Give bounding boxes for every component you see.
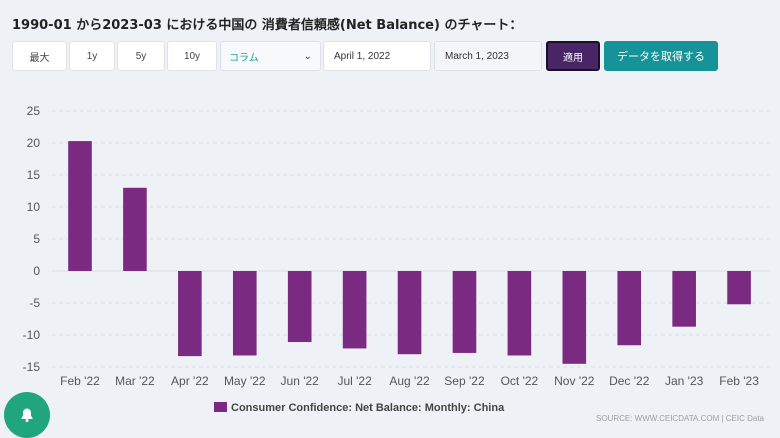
bar[interactable] xyxy=(617,271,642,346)
fetch-data-button[interactable]: データを取得する xyxy=(604,41,718,71)
y-tick-label: 25 xyxy=(27,104,41,118)
y-tick-label: 0 xyxy=(33,264,40,278)
source-credit: SOURCE: WWW.CEICDATA.COM | CEIC Data xyxy=(595,414,764,423)
x-tick-label: Mar '22 xyxy=(115,374,155,388)
notification-button[interactable] xyxy=(4,392,50,438)
x-tick-label: Apr '22 xyxy=(171,374,209,388)
x-tick-label: May '22 xyxy=(224,374,266,388)
chevron-down-icon: ⌄ xyxy=(303,50,312,62)
bar[interactable] xyxy=(562,271,587,364)
x-tick-label: Jan '23 xyxy=(665,374,704,388)
x-tick-label: Dec '22 xyxy=(609,374,650,388)
range-1y-button[interactable]: 1y xyxy=(69,41,115,71)
bar[interactable] xyxy=(342,271,367,349)
x-tick-label: Sep '22 xyxy=(444,374,485,388)
bar[interactable] xyxy=(287,271,312,343)
bar[interactable] xyxy=(178,271,202,357)
x-tick-label: Jun '22 xyxy=(281,374,320,388)
y-tick-label: -15 xyxy=(23,360,41,374)
x-tick-label: Oct '22 xyxy=(501,374,539,388)
chart-type-select[interactable]: コラム ⌄ xyxy=(220,41,321,71)
y-tick-label: 20 xyxy=(27,136,41,150)
y-tick-label: 10 xyxy=(27,200,41,214)
bell-icon xyxy=(21,408,33,423)
y-tick-label: 15 xyxy=(27,168,41,182)
y-tick-label: -10 xyxy=(23,328,41,342)
bar[interactable] xyxy=(123,187,147,271)
bar[interactable] xyxy=(68,141,92,271)
bar-chart: 25 20 15 10 5 0 -5 -10 -15 Feb '22 Mar '22 Apr '22 M… xyxy=(23,104,770,414)
y-tick-label: 5 xyxy=(33,232,40,246)
range-10y-button[interactable]: 10y xyxy=(167,41,217,71)
legend-label[interactable]: Consumer Confidence: Net Balance: Monthl… xyxy=(231,402,505,414)
x-tick-label: Feb '23 xyxy=(719,374,759,388)
end-date-input[interactable]: March 1, 2023 xyxy=(434,41,542,71)
bar[interactable] xyxy=(452,271,477,353)
legend-swatch xyxy=(214,402,227,412)
x-tick-label: Feb '22 xyxy=(60,374,100,388)
start-date-input[interactable]: April 1, 2022 xyxy=(323,41,431,71)
bar[interactable] xyxy=(727,271,751,305)
range-max-button[interactable]: 最大 xyxy=(12,41,67,71)
bar[interactable] xyxy=(507,271,532,356)
bar[interactable] xyxy=(397,271,422,355)
range-5y-button[interactable]: 5y xyxy=(117,41,165,71)
x-tick-label: Aug '22 xyxy=(389,374,430,388)
x-tick-label: Nov '22 xyxy=(554,374,595,388)
apply-button[interactable]: 適用 xyxy=(546,41,600,71)
chart-type-value: コラム xyxy=(229,52,259,64)
bar[interactable] xyxy=(232,271,257,356)
page-title: 1990-01 から2023-03 における中国の 消費者信頼感(Net Bal… xyxy=(12,18,523,33)
y-tick-label: -5 xyxy=(29,296,40,310)
bar[interactable] xyxy=(672,271,696,327)
x-tick-label: Jul '22 xyxy=(337,374,372,388)
